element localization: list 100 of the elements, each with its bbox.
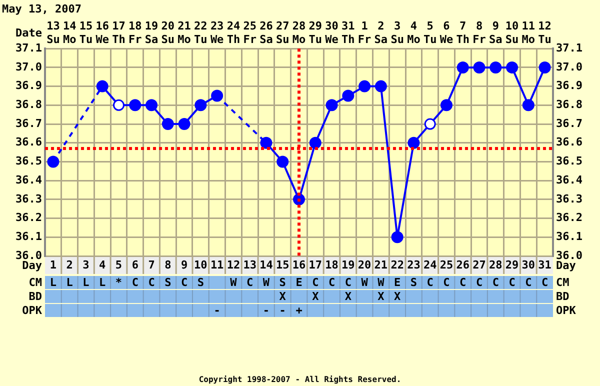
point xyxy=(309,136,322,149)
text: CM xyxy=(556,276,570,289)
point xyxy=(408,136,420,149)
point xyxy=(96,80,108,92)
y-tick-label: 36.1 xyxy=(16,230,42,244)
x-tick-label: 26 Sa xyxy=(260,20,274,46)
y-tick-label: 37.1 xyxy=(16,41,42,54)
x-tick-label: 18 Fr xyxy=(128,20,142,46)
x2-tick-label: 9 xyxy=(180,258,188,272)
y2-tick-label: 36.4 xyxy=(556,173,583,186)
x-tick-label: 23 We xyxy=(210,20,224,46)
y2-tick-label: 36.2 xyxy=(556,211,582,224)
text: OPK xyxy=(556,304,576,317)
point xyxy=(456,61,469,74)
y2-tick-label: 37.0 xyxy=(556,60,582,74)
y2-tick-label: 36.3 xyxy=(556,192,582,206)
point xyxy=(506,61,518,74)
text: OPK xyxy=(22,304,42,317)
text: - --+ xyxy=(50,304,558,317)
y2-tick-label: 36.9 xyxy=(556,79,582,92)
y2-tick-label: 36.1 xyxy=(556,230,583,244)
x-tick-label: 21 Mo xyxy=(178,20,192,46)
x2-tick-label: 14 xyxy=(260,258,274,272)
x-tick-label: 7 Th xyxy=(456,20,470,46)
x-tick-label: 13 Su xyxy=(46,20,60,46)
point xyxy=(112,99,124,111)
x-tick-label: 16 We xyxy=(96,20,110,46)
point xyxy=(490,61,502,74)
x-tick-label: 15 Tu xyxy=(79,20,93,46)
x2-tick-label: 8 xyxy=(164,258,172,272)
point xyxy=(146,99,158,112)
x2-tick-label: 23 xyxy=(407,258,420,272)
x2-tick-label: 6 xyxy=(132,258,139,272)
x-tick-label: 25 Fr xyxy=(243,20,257,46)
x-tick-label: 10 Su xyxy=(505,20,519,46)
point xyxy=(538,61,551,74)
x2-tick-label: 12 xyxy=(226,258,240,272)
x2-tick-label: 7 xyxy=(148,258,155,272)
point xyxy=(211,90,224,102)
x-tick-label: 3 Su xyxy=(390,20,404,46)
x2-tick-label: 3 xyxy=(82,258,90,272)
y2-tick-label: 36.8 xyxy=(556,98,582,112)
y-tick-label: 36.3 xyxy=(16,192,42,206)
text: LLLL*CCSCS WCWSECCCWWESCCCCCCCC xyxy=(50,276,558,289)
x-tick-label: 12 Tu xyxy=(538,20,552,46)
x2-tick-label: 4 xyxy=(99,258,106,272)
point xyxy=(342,90,354,102)
x2-tick-label: 10 xyxy=(194,258,208,272)
x-tick-label: 8 Fr xyxy=(472,20,486,46)
point xyxy=(522,99,534,112)
x2-tick-label: 26 xyxy=(456,258,470,272)
point xyxy=(162,118,174,130)
x2-tick-label: 28 xyxy=(489,258,502,272)
x2-tick-label: 1 xyxy=(50,258,57,272)
x2-tick-label: 16 xyxy=(292,258,306,272)
text: CM xyxy=(28,276,42,289)
x-tick-label: 9 Sa xyxy=(489,20,502,46)
y2-tick-label: 37.1 xyxy=(556,41,583,54)
x-tick-label: 2 Sa xyxy=(374,20,388,46)
text: X X X XX xyxy=(50,290,558,303)
x-axis-title: Date xyxy=(16,26,42,40)
y-tick-label: 36.2 xyxy=(16,211,42,224)
point xyxy=(194,99,207,112)
x2-tick-label: 31 xyxy=(538,258,552,272)
point xyxy=(374,80,387,92)
point xyxy=(440,99,452,112)
x-tick-label: 28 Mo xyxy=(292,20,306,46)
y-tick-label: 37.0 xyxy=(16,60,42,74)
x2-tick-label: 20 xyxy=(358,258,372,272)
x-tick-label: 19 Sa xyxy=(144,20,158,46)
x2-tick-label: 13 xyxy=(243,258,256,272)
point xyxy=(47,156,60,168)
x2-tick-label: 18 xyxy=(325,258,338,272)
x2-tick-label: 2 xyxy=(66,258,73,272)
point xyxy=(129,99,142,112)
y-tick-label: 36.8 xyxy=(16,98,42,112)
point xyxy=(276,156,289,168)
x-tick-label: 31 Th xyxy=(342,20,356,46)
y-tick-label: 36.9 xyxy=(16,79,42,92)
y2-tick-label: 36.6 xyxy=(556,136,583,149)
x-tick-label: 29 Tu xyxy=(308,20,322,46)
x-tick-label: 6 We xyxy=(440,20,454,46)
text: BD xyxy=(556,290,570,303)
x2-tick-label: 17 xyxy=(308,258,322,272)
x-tick-label: 22 Tu xyxy=(194,20,208,46)
point xyxy=(358,80,371,92)
text: Copyright 1998-2007 - All Rights Reserved. xyxy=(198,375,402,384)
point xyxy=(178,118,190,130)
x-tick-label: 17 Th xyxy=(112,20,126,46)
x-tick-label: 14 Mo xyxy=(62,20,77,46)
x2-tick-label: 24 xyxy=(423,258,438,272)
x2-tick-label: 27 xyxy=(472,258,486,272)
x-tick-label: 4 Mo xyxy=(407,20,421,46)
x-tick-label: 27 Su xyxy=(276,20,290,46)
chart-title: May 13, 2007 xyxy=(2,2,82,16)
point xyxy=(260,136,272,149)
x-tick-label: 30 We xyxy=(325,20,339,46)
x2-tick-label: 22 xyxy=(390,258,404,272)
x-tick-label: 11 Mo xyxy=(522,20,536,46)
x2-tick-label: 15 xyxy=(276,258,290,272)
